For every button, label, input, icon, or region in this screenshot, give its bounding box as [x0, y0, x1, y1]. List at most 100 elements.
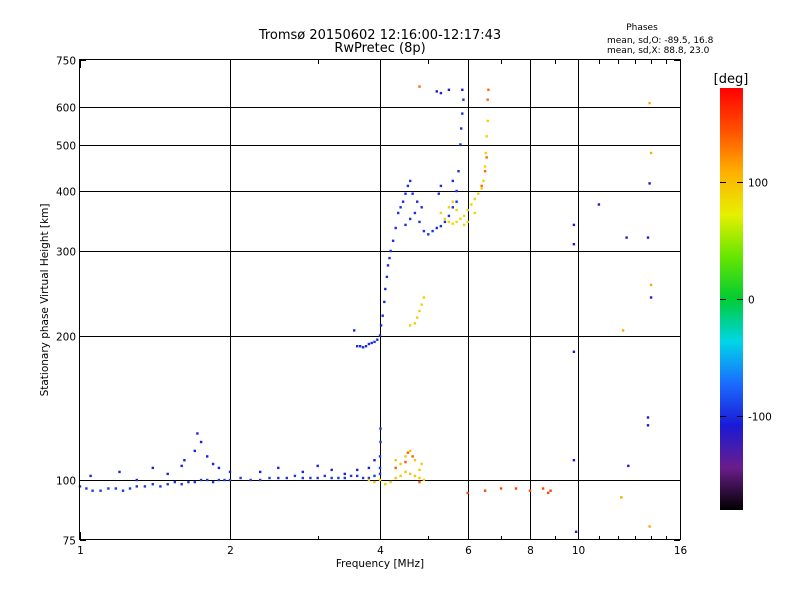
data-point: [541, 487, 545, 490]
stats-heading: Phases: [626, 23, 658, 33]
data-point: [89, 474, 92, 478]
data-point: [409, 449, 412, 453]
data-point: [217, 478, 221, 482]
data-point: [356, 345, 359, 348]
data-point: [394, 459, 397, 462]
data-point: [466, 220, 469, 224]
data-point: [483, 165, 487, 168]
data-point: [486, 98, 489, 101]
data-point: [343, 472, 346, 476]
data-point: [466, 491, 469, 495]
colorbar-tick-label: -100: [748, 412, 772, 424]
data-point: [399, 462, 402, 466]
data-point: [364, 345, 368, 348]
data-point: [173, 480, 176, 484]
data-point: [572, 223, 576, 227]
data-points: [78, 85, 653, 533]
data-point: [439, 91, 443, 95]
data-point: [648, 182, 651, 185]
data-point: [384, 287, 387, 291]
data-point: [378, 472, 382, 476]
data-point: [649, 283, 653, 287]
data-point: [409, 217, 412, 221]
data-point: [418, 309, 421, 313]
data-point: [277, 466, 280, 470]
data-point: [447, 88, 451, 91]
data-point: [483, 489, 487, 492]
data-point: [409, 324, 412, 327]
data-point: [443, 217, 447, 221]
data-point: [183, 459, 186, 462]
data-point: [420, 303, 423, 306]
grid: [80, 60, 680, 540]
data-point: [391, 239, 395, 242]
data-point: [413, 459, 417, 462]
data-point: [301, 476, 304, 480]
data-point: [259, 478, 262, 482]
data-point: [367, 466, 371, 470]
data-point: [376, 338, 379, 341]
data-point: [373, 480, 376, 484]
data-point: [574, 530, 578, 533]
data-point: [418, 85, 421, 88]
data-point: [343, 476, 346, 480]
data-point: [373, 340, 376, 344]
data-point: [121, 489, 125, 492]
data-point: [180, 464, 183, 468]
data-point: [648, 525, 651, 528]
data-point: [128, 487, 132, 490]
data-point: [572, 243, 576, 246]
data-point: [394, 466, 397, 470]
data-point: [367, 342, 371, 346]
data-point: [385, 275, 389, 279]
data-point: [451, 222, 454, 225]
data-point: [309, 476, 312, 480]
data-point: [625, 236, 628, 239]
data-point: [597, 203, 601, 206]
x-tick-label: 1: [77, 545, 84, 557]
data-point: [199, 440, 203, 444]
data-point: [373, 474, 376, 478]
data-point: [418, 476, 421, 480]
data-point: [413, 211, 417, 215]
data-point: [118, 470, 121, 474]
data-point: [451, 200, 454, 203]
data-point: [379, 324, 383, 327]
data-point: [418, 480, 421, 484]
y-tick-label: 200: [56, 332, 76, 344]
data-point: [193, 480, 196, 484]
data-point: [486, 119, 489, 123]
data-point: [648, 101, 651, 105]
data-point: [378, 466, 382, 470]
data-point: [406, 451, 410, 454]
data-point: [356, 474, 359, 478]
data-point: [259, 470, 262, 474]
data-point: [422, 229, 426, 233]
data-point: [435, 226, 438, 230]
data-point: [367, 478, 371, 482]
data-point: [646, 416, 650, 419]
y-axis-label: Stationary phase Virtual Height [km]: [39, 204, 51, 397]
data-point: [381, 314, 384, 317]
y-tick-label: 300: [56, 247, 76, 259]
data-point: [359, 345, 362, 348]
data-point: [378, 455, 382, 458]
data-point: [435, 90, 438, 93]
data-point: [367, 476, 371, 480]
data-point: [316, 464, 319, 468]
data-point: [206, 455, 209, 458]
data-point: [427, 233, 430, 236]
data-point: [401, 200, 405, 203]
data-point: [418, 220, 421, 224]
chart-subtitle: RwPretec (8p): [334, 41, 425, 56]
data-point: [462, 223, 466, 227]
data-point: [455, 220, 458, 224]
data-point: [373, 459, 376, 462]
data-point: [485, 135, 488, 138]
x-tick-label: 2: [227, 545, 234, 557]
data-point: [217, 466, 221, 470]
data-point: [528, 489, 532, 492]
data-point: [457, 170, 460, 173]
data-point: [249, 478, 252, 482]
data-point: [466, 208, 469, 212]
